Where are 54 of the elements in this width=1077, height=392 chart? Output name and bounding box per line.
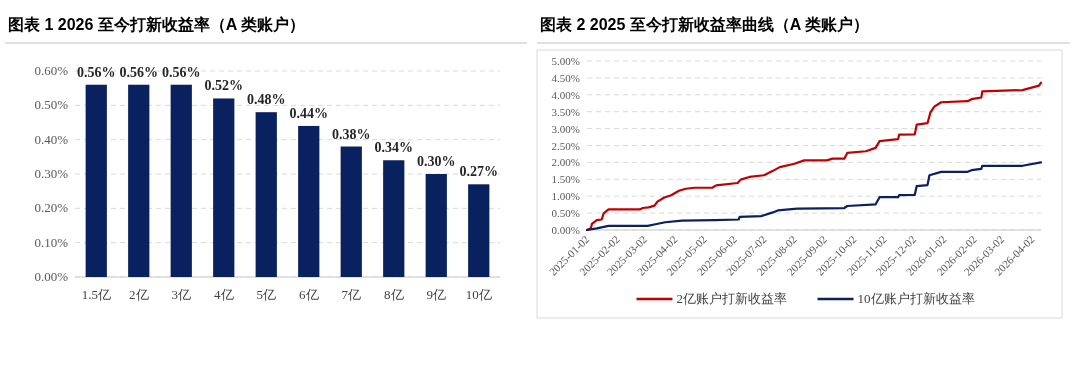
y-tick-label: 0.20%: [34, 200, 69, 216]
bar: [468, 184, 490, 277]
y-tick-label: 0.30%: [34, 166, 69, 181]
bar: [340, 146, 362, 277]
y-tick-label: 2.50%: [551, 139, 580, 152]
bar: [383, 160, 405, 277]
x-tick-label: 6亿: [299, 287, 319, 302]
x-tick-label: 9亿: [426, 287, 446, 302]
x-tick-label: 1.5亿: [81, 287, 111, 302]
x-tick-label: 8亿: [384, 287, 404, 302]
y-tick-label: 0.40%: [34, 131, 69, 147]
y-tick-label: 2.00%: [551, 156, 580, 169]
x-tick-label: 10亿: [465, 287, 492, 302]
x-tick-label: 3亿: [171, 287, 191, 302]
bar: [425, 174, 447, 277]
y-tick-label: 4.50%: [551, 71, 580, 84]
y-tick-label: 1.00%: [551, 190, 580, 203]
y-tick-label: 0.60%: [34, 63, 69, 78]
legend-label: 10亿账户打新收益率: [857, 291, 975, 306]
legend-label: 2亿账户打新收益率: [676, 291, 787, 306]
data-label: 0.30%: [417, 154, 456, 169]
bar: [128, 84, 150, 277]
data-label: 0.56%: [77, 64, 116, 80]
bar: [213, 98, 235, 277]
y-tick-label: 0.50%: [34, 97, 69, 113]
bar: [85, 84, 107, 277]
x-tick-label: 7亿: [341, 287, 361, 302]
chart-title: 图表 2 2025 至今打新收益率曲线（A 类账户）: [540, 15, 870, 34]
data-label: 0.48%: [247, 92, 286, 108]
bar: [170, 84, 192, 277]
y-tick-label: 5.00%: [551, 55, 580, 67]
bar: [255, 112, 277, 277]
x-tick-label: 4亿: [214, 287, 234, 302]
line-series: [585, 81, 1043, 232]
chart-title: 图表 1 2026 至今打新收益率（A 类账户）: [8, 15, 306, 34]
y-tick-label: 3.00%: [551, 122, 580, 135]
y-tick-label: 0.00%: [34, 269, 69, 284]
data-label: 0.56%: [119, 64, 158, 80]
y-tick-label: 1.50%: [551, 173, 580, 186]
x-tick-label: 2亿: [129, 287, 149, 302]
data-label: 0.52%: [204, 78, 243, 94]
line-series: [585, 161, 1043, 232]
data-label: 0.27%: [459, 164, 498, 180]
y-tick-label: 4.00%: [551, 88, 580, 101]
y-tick-label: 3.50%: [551, 105, 580, 118]
y-tick-label: 0.10%: [34, 234, 69, 250]
data-label: 0.38%: [332, 126, 371, 142]
data-label: 0.56%: [162, 64, 201, 80]
data-label: 0.34%: [374, 140, 413, 156]
bar: [298, 125, 320, 277]
y-tick-label: 0.50%: [551, 207, 580, 220]
x-tick-label: 5亿: [256, 287, 276, 302]
y-tick-label: 0.00%: [551, 224, 580, 236]
data-label: 0.44%: [289, 105, 328, 121]
